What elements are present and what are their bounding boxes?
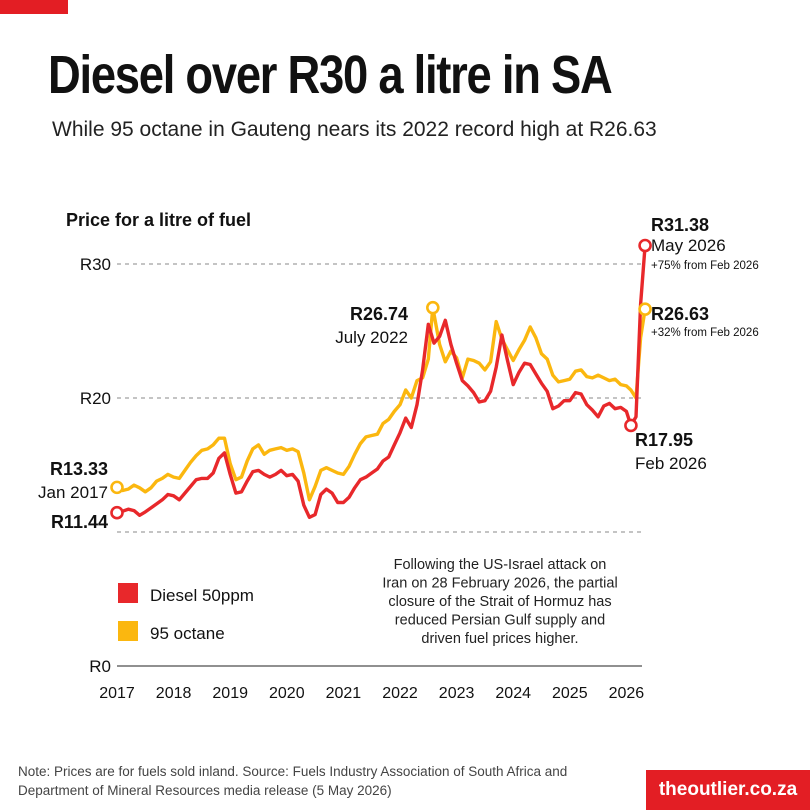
series-line-diesel bbox=[115, 243, 647, 519]
annotation-date: Jan 2017 bbox=[38, 483, 108, 502]
callout-text-line: reduced Persian Gulf supply and bbox=[395, 613, 605, 629]
data-point-marker bbox=[110, 480, 124, 495]
annotation-value: R17.95 bbox=[635, 430, 693, 450]
x-tick-label: 2018 bbox=[156, 685, 192, 702]
annotation-value: R31.38 bbox=[651, 215, 709, 235]
x-tick-label: 2025 bbox=[552, 685, 588, 702]
annotation-change: +32% from Feb 2026 bbox=[651, 327, 759, 339]
page-subtitle: While 95 octane in Gauteng nears its 202… bbox=[52, 118, 657, 141]
x-tick-label: 2022 bbox=[382, 685, 418, 702]
annotation-date: July 2022 bbox=[335, 328, 408, 347]
legend-label: Diesel 50ppm bbox=[150, 586, 254, 605]
legend-swatch bbox=[118, 621, 138, 641]
y-tick-label: R20 bbox=[80, 389, 111, 408]
x-tick-label: 2021 bbox=[326, 685, 362, 702]
x-tick-label: 2024 bbox=[495, 685, 531, 702]
x-tick-label: 2017 bbox=[99, 685, 135, 702]
callout-text-line: closure of the Strait of Hormuz has bbox=[388, 594, 611, 610]
x-tick-label: 2020 bbox=[269, 685, 305, 702]
annotation-value: R26.74 bbox=[350, 304, 408, 324]
x-tick-label: 2019 bbox=[212, 685, 248, 702]
fuel-price-line-chart: Price for a litre of fuel R0 R20 R30 2017 201… bbox=[38, 210, 759, 702]
data-point-marker bbox=[638, 238, 652, 253]
x-tick-label: 2026 bbox=[609, 685, 645, 702]
source-note: Note: Prices are for fuels sold inland. … bbox=[18, 764, 568, 798]
data-point-marker bbox=[624, 418, 638, 433]
chart-title: Price for a litre of fuel bbox=[66, 210, 251, 230]
accent-bar bbox=[0, 0, 68, 14]
x-tick-label: 2023 bbox=[439, 685, 475, 702]
legend-label: 95 octane bbox=[150, 624, 225, 643]
annotation-value: R11.44 bbox=[51, 512, 108, 532]
callout-text-line: driven fuel prices higher. bbox=[421, 631, 578, 647]
annotation-change: +75% from Feb 2026 bbox=[651, 260, 759, 272]
series-line-octane bbox=[115, 306, 647, 502]
annotation-date: May 2026 bbox=[651, 236, 726, 255]
annotation-value: R13.33 bbox=[50, 459, 108, 479]
brand-link[interactable]: theoutlier.co.za bbox=[646, 770, 810, 810]
annotation-value: R26.63 bbox=[651, 304, 709, 324]
data-point-marker bbox=[638, 302, 652, 316]
data-point-marker bbox=[110, 505, 124, 520]
legend-swatch bbox=[118, 583, 138, 603]
callout-text-line: Iran on 28 February 2026, the partial bbox=[382, 576, 617, 592]
y-tick-label: R0 bbox=[89, 657, 111, 676]
data-point-marker bbox=[426, 300, 440, 315]
y-tick-label: R30 bbox=[80, 255, 111, 274]
callout-text-line: Following the US-Israel attack on bbox=[394, 557, 607, 573]
annotation-date: Feb 2026 bbox=[635, 454, 707, 473]
page-title: Diesel over R30 a litre in SA bbox=[48, 45, 613, 105]
